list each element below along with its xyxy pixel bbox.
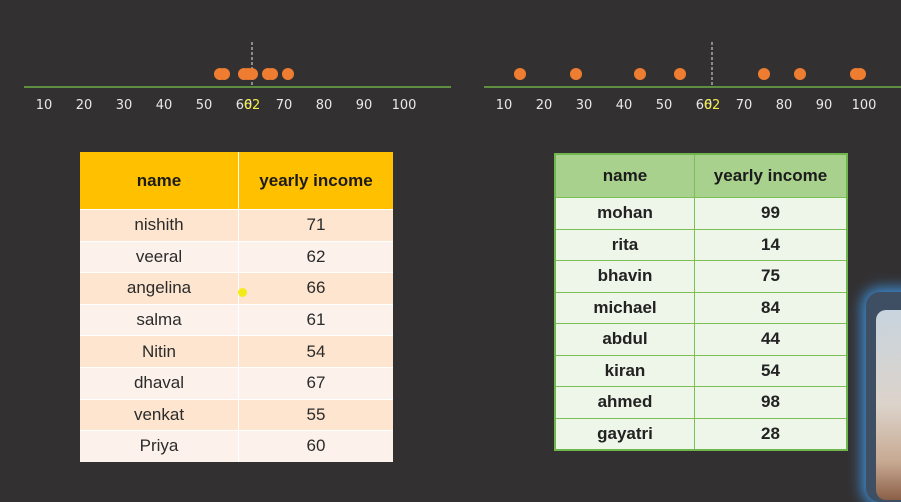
table-row: salma 61: [80, 303, 393, 336]
mean-label: 62: [704, 98, 721, 113]
name-cell: michael: [554, 291, 695, 324]
column-header-name: name: [554, 153, 695, 198]
tick-label: 90: [356, 98, 373, 113]
name-cell: kiran: [554, 354, 695, 387]
tick-label: 10: [36, 98, 53, 113]
cursor-highlight: [238, 288, 247, 297]
income-cell: 66: [238, 272, 393, 305]
name-cell: salma: [80, 303, 239, 336]
right-dot-plot: 10 20 30 40 50 60 70 80 90 100 62: [484, 30, 901, 120]
income-cell: 14: [694, 228, 848, 261]
income-cell: 71: [238, 209, 393, 242]
data-point: [634, 68, 646, 80]
name-cell: dhaval: [80, 366, 239, 400]
table-row: venkat 55: [80, 398, 393, 431]
name-cell: bhavin: [554, 260, 695, 293]
income-cell: 54: [238, 335, 393, 368]
name-cell: veeral: [80, 240, 239, 273]
name-cell: gayatri: [554, 417, 695, 451]
tick-label: 90: [816, 98, 833, 113]
table-row: Nitin 54: [80, 335, 393, 368]
income-cell: 84: [694, 291, 848, 324]
tick-label: 100: [392, 98, 417, 113]
table-row: bhavin 75: [554, 260, 848, 293]
left-dot-plot-svg: 10 20 30 40 50 60 70 80 90 100 62: [24, 42, 451, 113]
tick-label: 40: [616, 98, 633, 113]
income-cell: 44: [694, 323, 848, 356]
income-cell: 62: [238, 240, 393, 273]
data-point: [282, 68, 294, 80]
income-cell: 75: [694, 260, 848, 293]
tick-label: 70: [276, 98, 293, 113]
tick-label: 70: [736, 98, 753, 113]
data-point: [570, 68, 582, 80]
tick-label: 60: [236, 98, 253, 113]
name-cell: Nitin: [80, 335, 239, 368]
tick-label: 10: [496, 98, 513, 113]
table-row: Priya 60: [80, 430, 393, 462]
name-cell: rita: [554, 228, 695, 261]
tick-label: 80: [776, 98, 793, 113]
table-row: mohan 99: [554, 197, 848, 230]
table-row: angelina 66: [80, 272, 393, 305]
mean-label: 62: [244, 98, 261, 113]
income-cell: 54: [694, 354, 848, 387]
name-cell: mohan: [554, 197, 695, 230]
data-point: [514, 68, 526, 80]
income-cell: 28: [694, 417, 848, 451]
table-header-row: name yearly income: [80, 152, 393, 210]
name-cell: Priya: [80, 430, 239, 462]
right-dot-plot-svg: 10 20 30 40 50 60 70 80 90 100 62: [484, 42, 901, 113]
name-cell: abdul: [554, 323, 695, 356]
table-row: rita 14: [554, 228, 848, 261]
data-point: [218, 68, 230, 80]
data-point: [266, 68, 278, 80]
tick-label: 30: [116, 98, 133, 113]
table-header-row: name yearly income: [554, 153, 848, 198]
tick-label: 80: [316, 98, 333, 113]
left-dot-plot: 10 20 30 40 50 60 70 80 90 100 62: [24, 30, 454, 120]
table-row: nishith 71: [80, 209, 393, 242]
name-cell: nishith: [80, 209, 239, 242]
column-header-name: name: [80, 152, 239, 210]
income-cell: 98: [694, 386, 848, 419]
webcam-overlay: [866, 292, 901, 502]
tick-label: 50: [196, 98, 213, 113]
table-row: kiran 54: [554, 354, 848, 387]
presenter-video: [876, 310, 901, 500]
data-point: [238, 68, 250, 80]
column-header-income: yearly income: [694, 153, 848, 198]
table-row: michael 84: [554, 291, 848, 324]
tick-label: 20: [76, 98, 93, 113]
data-point: [758, 68, 770, 80]
name-cell: ahmed: [554, 386, 695, 419]
table-row: gayatri 28: [554, 417, 848, 451]
table-row: dhaval 67: [80, 366, 393, 400]
data-point: [674, 68, 686, 80]
table-row: abdul 44: [554, 323, 848, 356]
income-cell: 67: [238, 366, 393, 400]
data-point: [794, 68, 806, 80]
tick-label: 50: [656, 98, 673, 113]
income-cell: 55: [238, 398, 393, 431]
income-cell: 99: [694, 197, 848, 230]
column-header-income: yearly income: [238, 152, 393, 210]
tick-label: 100: [852, 98, 877, 113]
table-row: veeral 62: [80, 240, 393, 273]
data-point: [850, 68, 862, 80]
left-income-table: name yearly income nishith 71 veeral 62 …: [80, 152, 393, 462]
tick-label: 60: [696, 98, 713, 113]
name-cell: angelina: [80, 272, 239, 305]
name-cell: venkat: [80, 398, 239, 431]
income-cell: 60: [238, 430, 393, 462]
income-cell: 61: [238, 303, 393, 336]
tick-label: 30: [576, 98, 593, 113]
tick-label: 20: [536, 98, 553, 113]
tick-label: 40: [156, 98, 173, 113]
right-income-table: name yearly income mohan 99 rita 14 bhav…: [554, 153, 848, 451]
table-row: ahmed 98: [554, 386, 848, 419]
